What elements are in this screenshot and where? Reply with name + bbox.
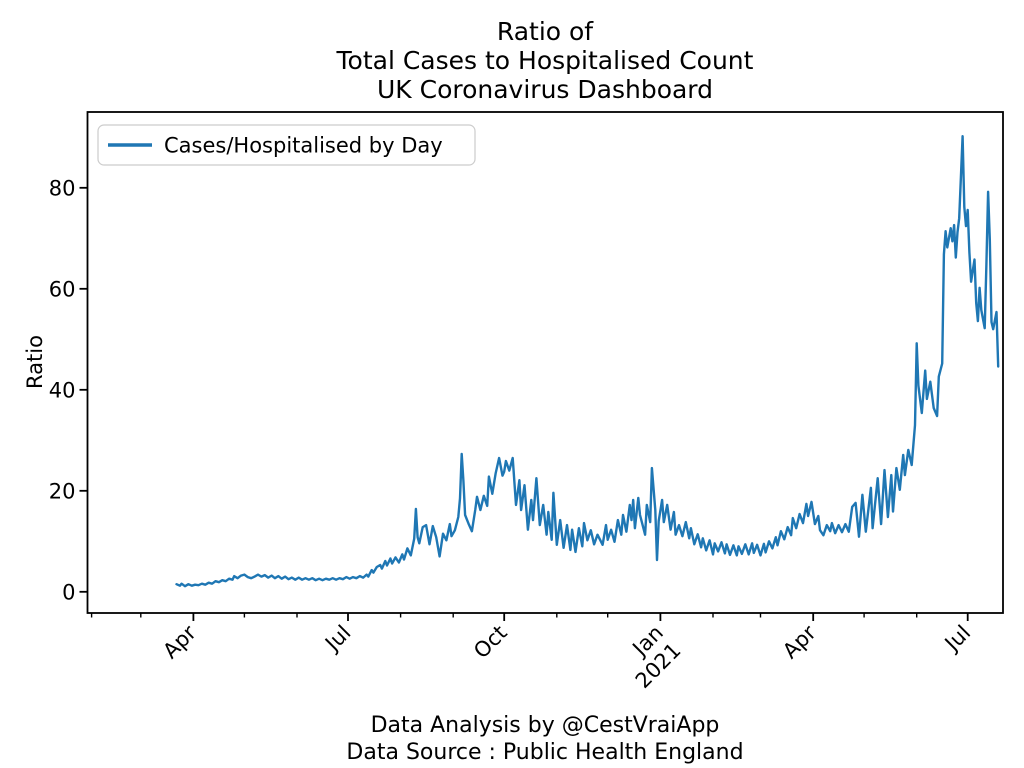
footer-line-2: Data Source : Public Health England [346, 740, 743, 765]
x-tick-label-group: Jul [939, 621, 975, 657]
x-tick-label-group: Oct [469, 621, 512, 664]
data-series-layer [175, 134, 1000, 588]
legend-box [97, 124, 476, 166]
x-tick-label: Apr [158, 620, 201, 663]
y-tick-label: 40 [49, 378, 76, 402]
x-tick-label: Jul [319, 621, 355, 657]
legend-label: Cases/Hospitalised by Day [164, 134, 443, 158]
x-tick-label: Oct [469, 621, 512, 664]
footer-line-1: Data Analysis by @CestVraiApp [371, 713, 720, 738]
x-tick-label-group: Jul [319, 621, 355, 657]
y-tick-label: 0 [62, 580, 75, 604]
y-tick-label: 20 [49, 479, 76, 503]
chart-title-line-2: Total Cases to Hospitalised Count [336, 46, 754, 75]
chart-title-line-1: Ratio of [497, 17, 594, 46]
y-tick-label: 80 [49, 176, 76, 200]
legend: Cases/Hospitalised by Day [97, 124, 476, 166]
x-tick-label-group: Apr [158, 620, 201, 663]
x-tick-label: Jul [939, 621, 975, 657]
chart-title-line-3: UK Coronavirus Dashboard [377, 75, 713, 104]
cases-hospitalised-line [175, 134, 1000, 588]
plot-frame [86, 111, 1004, 614]
x-tick-label-group: Apr [778, 620, 821, 663]
x-tick-label: Apr [778, 620, 821, 663]
y-axis-title: Ratio [23, 335, 47, 389]
y-tick-label: 60 [49, 277, 76, 301]
